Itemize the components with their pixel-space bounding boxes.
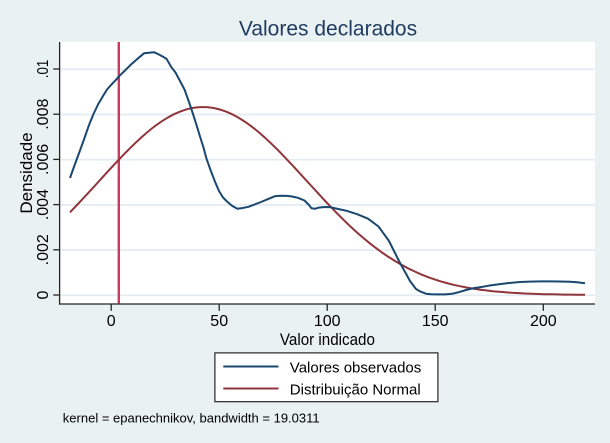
svg-text:100: 100: [314, 313, 341, 330]
svg-text:50: 50: [210, 313, 228, 330]
svg-text:0: 0: [107, 313, 116, 330]
svg-text:kernel = epanechnikov, bandwid: kernel = epanechnikov, bandwidth = 19.03…: [63, 410, 320, 425]
svg-text:.004: .004: [35, 189, 52, 220]
svg-text:.008: .008: [35, 99, 52, 130]
svg-text:Densidade: Densidade: [17, 132, 36, 213]
svg-text:Valores declarados: Valores declarados: [239, 17, 417, 40]
svg-text:.01: .01: [35, 60, 52, 79]
svg-text:Valor indicado: Valor indicado: [280, 331, 375, 349]
svg-text:.002: .002: [35, 234, 52, 265]
svg-text:Valores observados: Valores observados: [290, 360, 421, 377]
svg-text:Distribuição Normal: Distribuição Normal: [290, 382, 421, 399]
svg-text:.006: .006: [35, 144, 52, 175]
svg-text:200: 200: [530, 313, 557, 330]
svg-text:0: 0: [35, 290, 52, 299]
svg-text:150: 150: [422, 313, 449, 330]
